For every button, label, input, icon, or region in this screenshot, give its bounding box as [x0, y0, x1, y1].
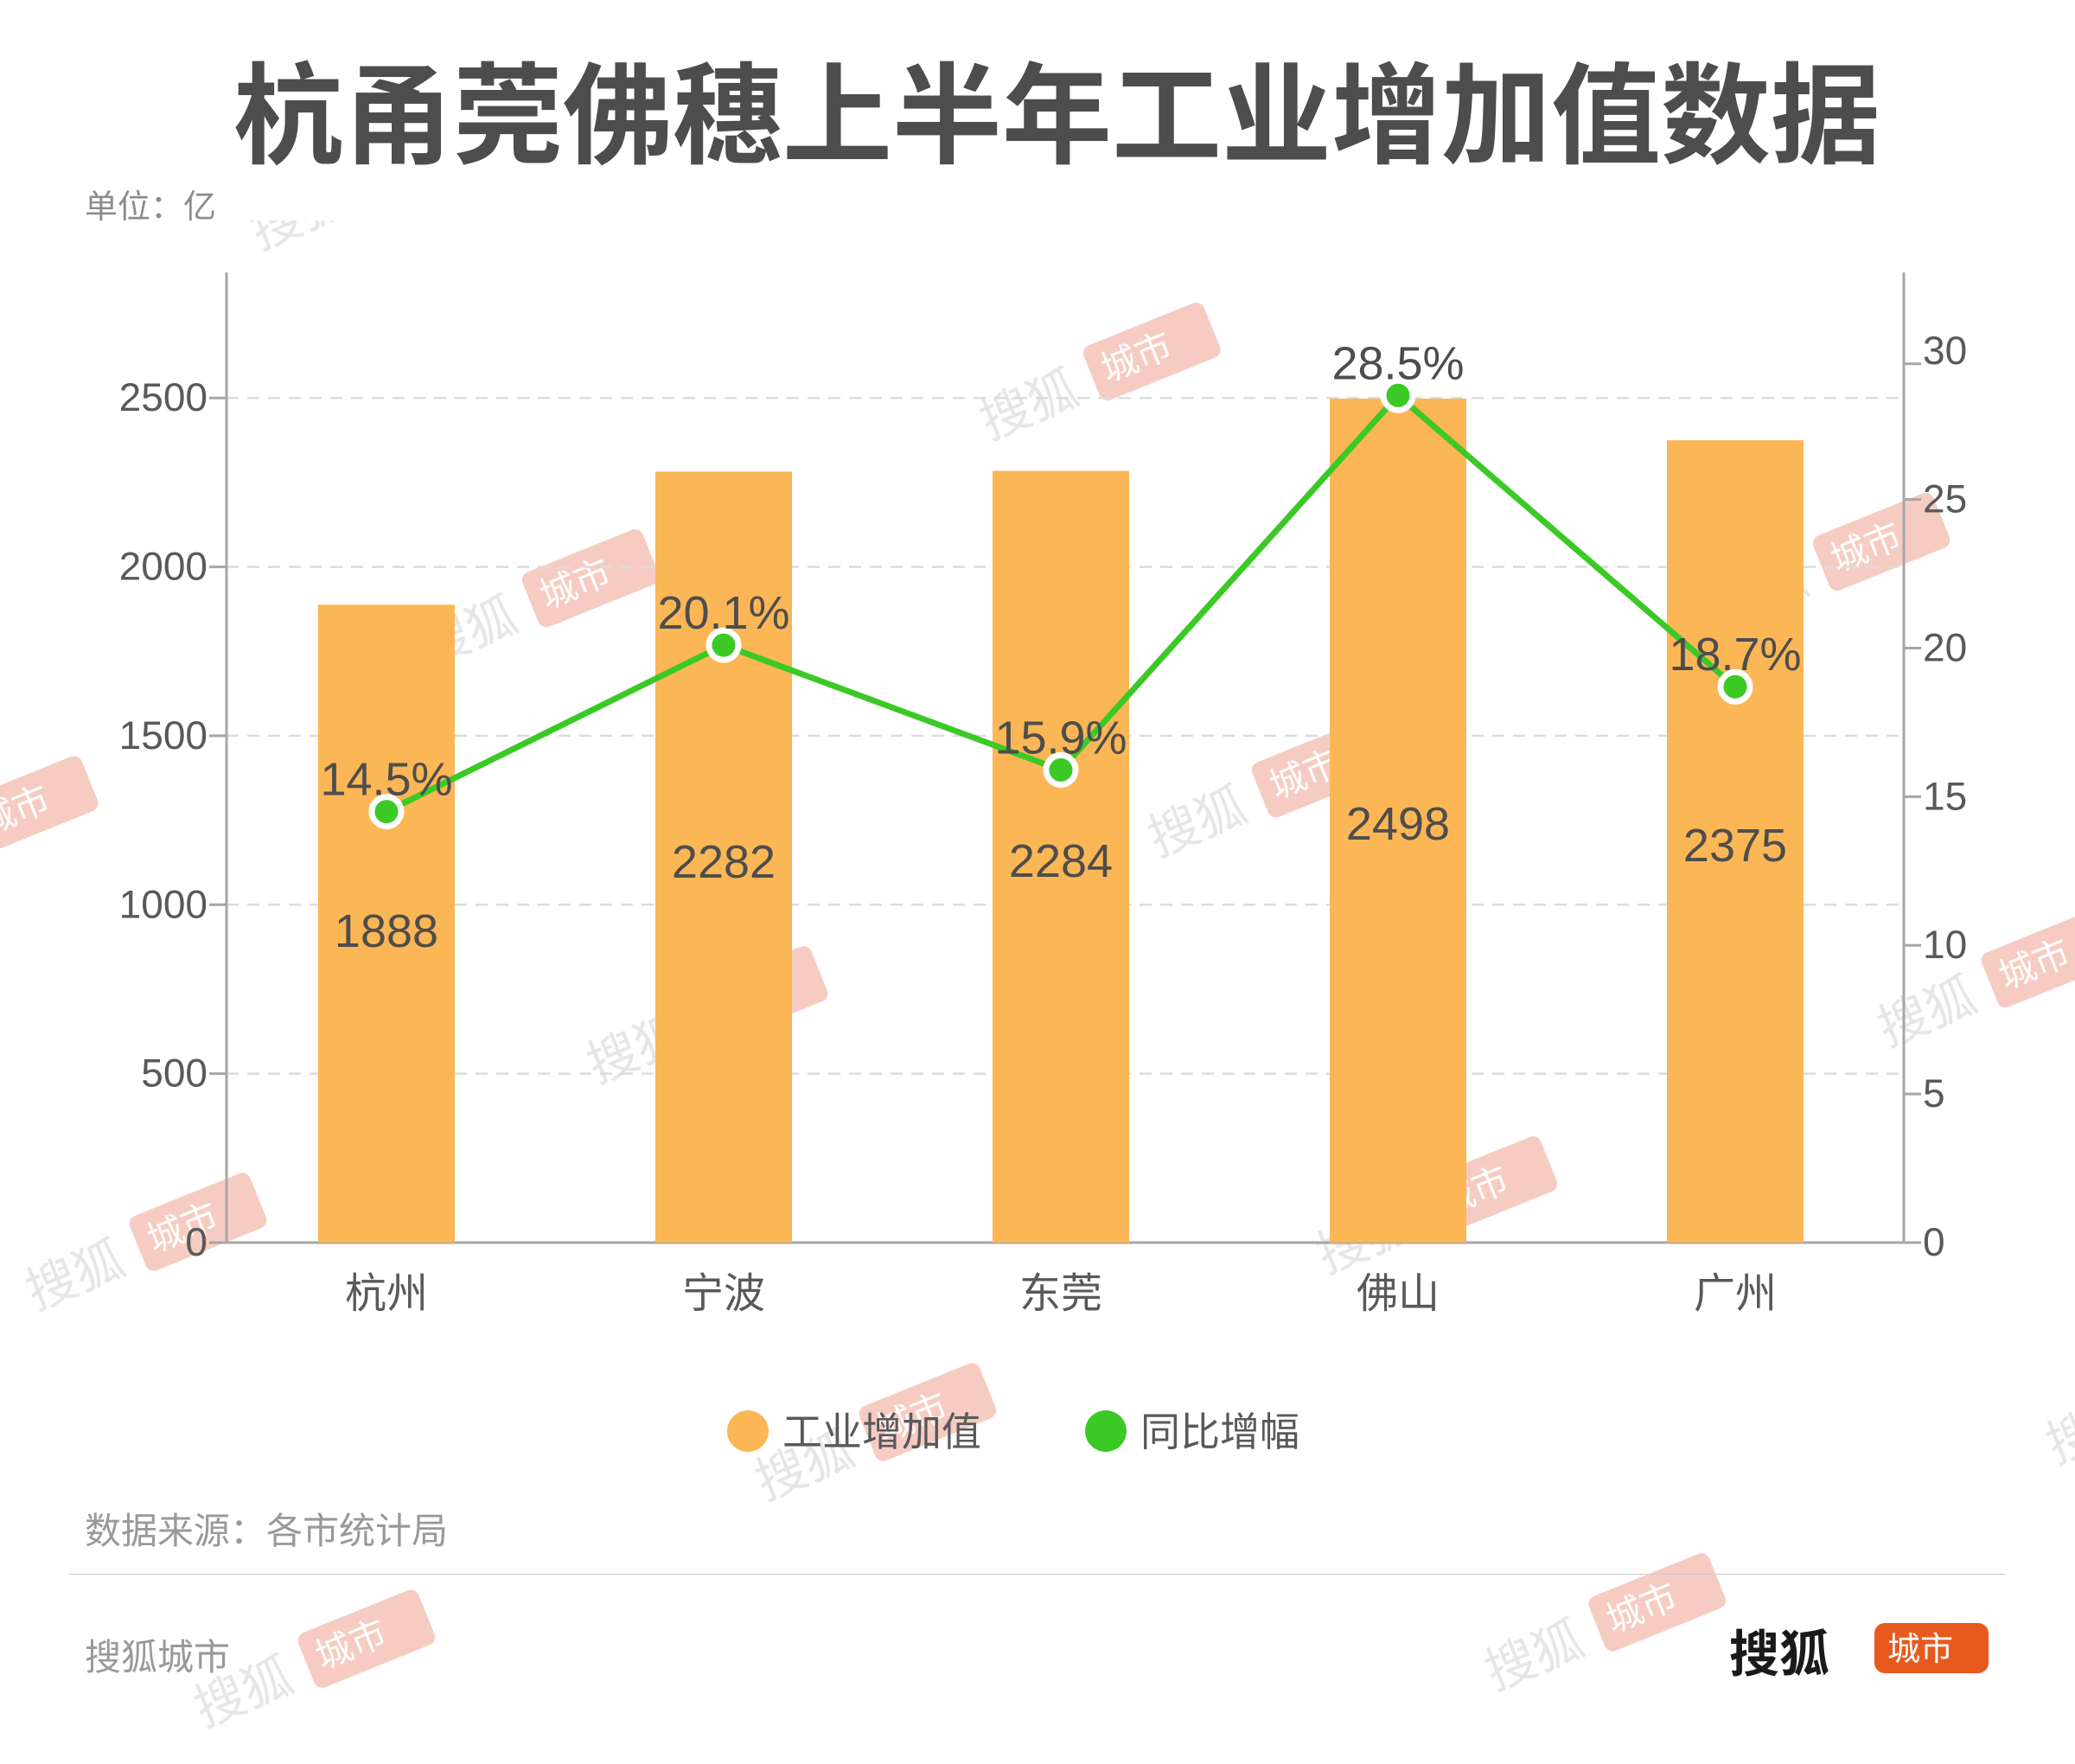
svg-text:15.9%: 15.9%	[994, 712, 1127, 764]
svg-text:28.5%: 28.5%	[1331, 337, 1464, 389]
svg-text:2375: 2375	[1683, 820, 1787, 872]
svg-text:杭州: 杭州	[345, 1271, 428, 1317]
svg-text:2500: 2500	[119, 374, 208, 419]
svg-text:25: 25	[1923, 476, 1967, 521]
svg-text:0: 0	[1923, 1219, 1945, 1264]
svg-text:佛山: 佛山	[1357, 1271, 1440, 1317]
svg-text:18.7%: 18.7%	[1669, 629, 1801, 681]
svg-text:1888: 1888	[335, 905, 438, 957]
svg-text:东莞: 东莞	[1019, 1271, 1102, 1317]
svg-text:城市: 城市	[1887, 1632, 1953, 1668]
svg-text:2282: 2282	[672, 836, 776, 888]
svg-text:同比增幅: 同比增幅	[1140, 1409, 1299, 1454]
svg-text:工业增加值: 工业增加值	[782, 1409, 981, 1454]
svg-text:14.5%: 14.5%	[320, 754, 452, 806]
svg-text:2000: 2000	[119, 544, 208, 589]
svg-text:5: 5	[1923, 1071, 1945, 1115]
svg-text:搜狐: 搜狐	[1729, 1627, 1829, 1683]
svg-text:2284: 2284	[1009, 835, 1113, 887]
svg-text:2498: 2498	[1346, 798, 1450, 850]
svg-text:1500: 1500	[119, 713, 208, 757]
svg-text:1000: 1000	[119, 881, 208, 926]
svg-text:20.1%: 20.1%	[657, 587, 789, 639]
svg-text:30: 30	[1923, 328, 1967, 373]
svg-text:15: 15	[1923, 773, 1967, 818]
svg-text:0: 0	[185, 1219, 208, 1264]
svg-text:20: 20	[1923, 625, 1967, 670]
svg-text:10: 10	[1923, 922, 1967, 967]
svg-text:500: 500	[141, 1051, 208, 1096]
svg-text:广州: 广州	[1694, 1271, 1777, 1317]
svg-text:宁波: 宁波	[682, 1271, 765, 1317]
